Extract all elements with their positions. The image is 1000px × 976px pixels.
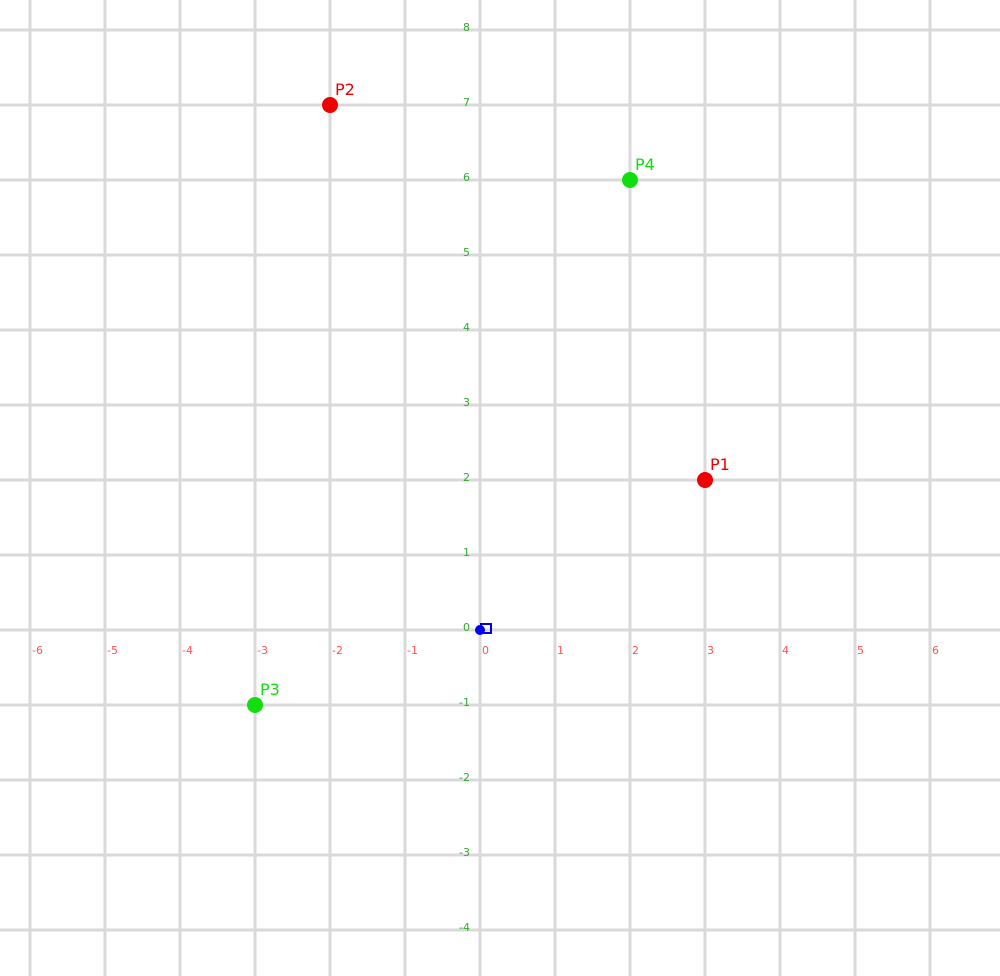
y-tick-label: 8 — [463, 21, 470, 34]
point-marker — [322, 97, 338, 113]
y-tick-label: 4 — [463, 321, 470, 334]
x-tick-label: 2 — [632, 644, 639, 657]
y-tick-label: -2 — [459, 771, 470, 784]
y-tick-label: 5 — [463, 246, 470, 259]
x-tick-label: -5 — [107, 644, 118, 657]
y-tick-label: 2 — [463, 471, 470, 484]
y-axis-tick-labels: -4 -3 -2 -1 0 1 2 3 4 5 6 7 8 — [459, 21, 470, 934]
x-tick-label: -2 — [332, 644, 343, 657]
point-marker — [622, 172, 638, 188]
x-tick-label: -6 — [32, 644, 43, 657]
x-tick-label: 0 — [482, 644, 489, 657]
point-marker — [697, 472, 713, 488]
x-tick-label: 4 — [782, 644, 789, 657]
y-tick-label: -1 — [459, 696, 470, 709]
point-label: P2 — [335, 80, 355, 99]
point-label: P4 — [635, 155, 655, 174]
y-tick-label: 0 — [463, 621, 470, 634]
point-marker — [247, 697, 263, 713]
data-points: P1 P2 P3 P4 — [247, 80, 730, 713]
y-tick-label: 7 — [463, 96, 470, 109]
x-tick-label: -1 — [407, 644, 418, 657]
x-tick-label: -3 — [257, 644, 268, 657]
y-tick-label: 1 — [463, 546, 470, 559]
x-tick-label: 6 — [932, 644, 939, 657]
x-tick-label: -4 — [182, 644, 193, 657]
x-axis-tick-labels: -6 -5 -4 -3 -2 -1 0 1 2 3 4 5 6 — [32, 644, 939, 657]
y-tick-label: 6 — [463, 171, 470, 184]
x-tick-label: 3 — [707, 644, 714, 657]
origin-marker-square — [480, 623, 492, 634]
point-label: P1 — [710, 455, 730, 474]
x-tick-label: 1 — [557, 644, 564, 657]
y-tick-label: -3 — [459, 846, 470, 859]
x-tick-label: 5 — [857, 644, 864, 657]
y-tick-label: 3 — [463, 396, 470, 409]
point-label: P3 — [260, 680, 280, 699]
y-tick-label: -4 — [459, 921, 470, 934]
origin-marker-group — [475, 623, 492, 635]
